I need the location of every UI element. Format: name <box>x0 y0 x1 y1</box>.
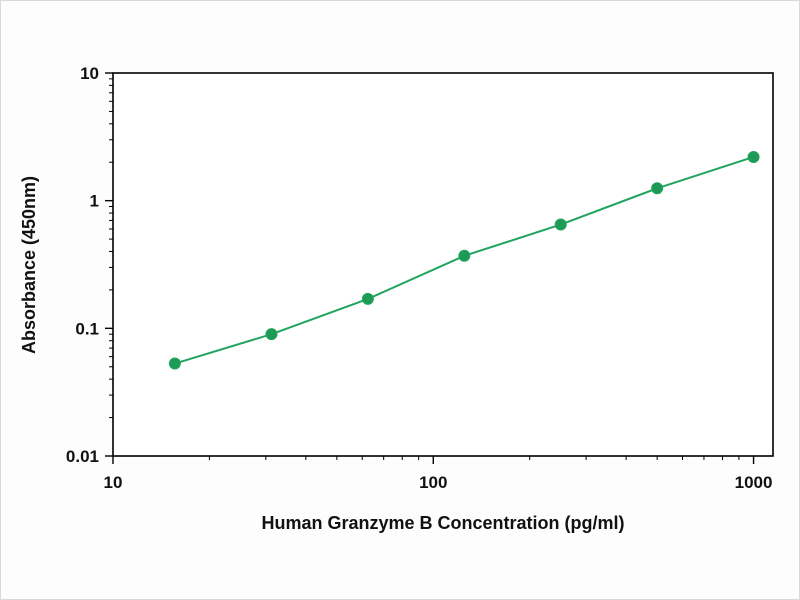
data-point-marker <box>361 292 374 305</box>
y-tick-label: 1 <box>90 192 99 211</box>
data-point-marker <box>458 249 471 262</box>
y-tick-label: 0.01 <box>66 447 99 466</box>
data-point-marker <box>747 150 760 163</box>
x-tick-label: 100 <box>419 473 447 492</box>
y-tick-label: 0.1 <box>75 319 99 338</box>
data-point-marker <box>651 182 664 195</box>
data-point-marker <box>554 218 567 231</box>
x-tick-label: 10 <box>104 473 123 492</box>
data-point-marker <box>168 357 181 370</box>
y-tick-label: 10 <box>80 64 99 83</box>
x-axis-label: Human Granzyme B Concentration (pg/ml) <box>261 513 624 533</box>
y-axis-label: Absorbance (450nm) <box>19 176 39 354</box>
data-point-marker <box>265 328 278 341</box>
x-tick-label: 1000 <box>735 473 773 492</box>
